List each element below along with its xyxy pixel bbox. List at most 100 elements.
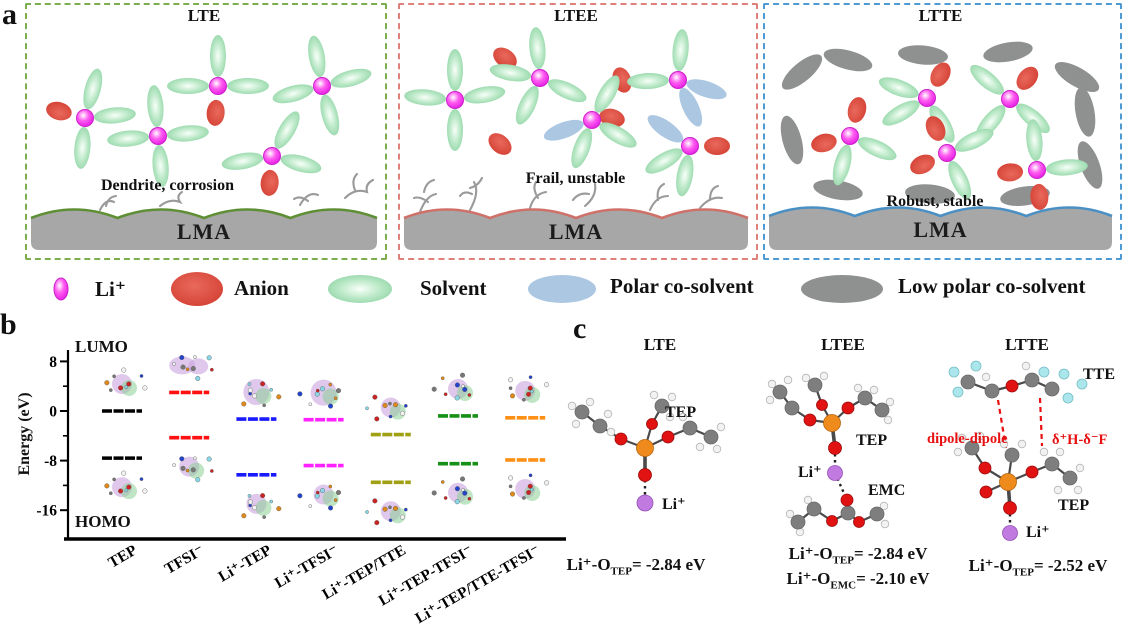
solvent [954, 128, 994, 152]
atom-dot [508, 377, 514, 383]
energy-prefix: Li⁺-O [788, 544, 833, 563]
lte-tep-label: TEP [665, 404, 697, 421]
atom-O [646, 418, 658, 430]
energy-sub: TEP [832, 554, 854, 567]
atom-dot [528, 473, 533, 478]
li-ion [263, 147, 281, 165]
atom-C [857, 390, 873, 406]
solvent [107, 130, 150, 147]
atom-dot [118, 385, 124, 391]
atom-dot [185, 367, 190, 372]
energy-sub: EMC [830, 579, 857, 592]
c-lte-title: LTE [643, 335, 677, 354]
atom-dot [382, 506, 388, 512]
atom-C [574, 404, 590, 420]
atom-H [1017, 439, 1027, 449]
atom-H [1039, 447, 1049, 457]
atom-dot [124, 488, 129, 493]
atom-dot [185, 468, 190, 473]
atom-dot [522, 496, 526, 500]
atom-O [638, 468, 652, 482]
atom-H [975, 431, 985, 441]
atom-H [883, 415, 893, 425]
dendrite [158, 190, 184, 208]
atom-dot [262, 403, 266, 408]
atom-dot [544, 382, 550, 388]
lte-li-label: Li⁺ [662, 496, 686, 513]
ltee-title: LTEE [554, 6, 598, 25]
atom-F [1038, 366, 1050, 378]
atom-dot [526, 391, 532, 397]
lma-substrate [404, 209, 748, 250]
dendrite [698, 184, 724, 210]
atom-dot [297, 391, 303, 397]
li-ion [149, 127, 167, 145]
atom-dot [440, 480, 445, 484]
atom-H [869, 385, 879, 395]
atom-O [803, 413, 817, 427]
y-tick-label: -8 [44, 453, 57, 470]
li-ion [841, 127, 859, 145]
atom-dot [308, 402, 313, 407]
atom-dot [372, 394, 378, 400]
orbital-lobe [255, 388, 272, 405]
atom-H [649, 390, 659, 400]
energy-suffix: = -2.84 eV [853, 544, 928, 563]
atom-C [790, 514, 806, 530]
dendrite [412, 178, 438, 214]
atom-H [1073, 485, 1083, 495]
panel-c-label: c [573, 312, 587, 345]
atom-dot [252, 393, 258, 399]
energy-prefix: Li⁺-O [566, 555, 611, 574]
low-polar-co-solvent [1054, 62, 1100, 92]
atom-dot [467, 496, 472, 501]
atom-dot [241, 401, 247, 407]
atom-H [957, 433, 967, 443]
atom-H [665, 412, 675, 422]
atom-dot [374, 416, 380, 422]
low-polar-co-solvent [1074, 87, 1096, 137]
solvent [93, 107, 136, 124]
solvent [272, 84, 314, 104]
atom-C [984, 383, 1000, 399]
atom-H [571, 419, 581, 429]
atom-dot [528, 375, 533, 379]
lte-box [25, 3, 387, 260]
atom-H [879, 501, 889, 511]
atom-H [695, 442, 705, 452]
atom-H [880, 519, 890, 529]
low-polar-co-solvent [905, 184, 955, 204]
anion [206, 99, 225, 126]
solvent [1026, 119, 1043, 162]
atom-dot [336, 490, 342, 496]
atom-H [1053, 485, 1063, 495]
atom-O [1025, 465, 1039, 479]
atom-Li [1002, 525, 1018, 541]
atom-dot [139, 477, 144, 481]
atom-dot [431, 386, 437, 392]
atom-dot [530, 389, 534, 394]
li-ion [583, 111, 601, 129]
atom-P [636, 439, 654, 457]
solvent [74, 126, 91, 169]
atom-dot [467, 393, 472, 397]
atom-dot [527, 385, 533, 391]
atom-dot [522, 397, 526, 402]
atom-O [841, 401, 855, 415]
atom-dot [179, 355, 185, 361]
solvent [529, 27, 546, 70]
li-ion [1028, 161, 1046, 179]
atom-Li [636, 494, 654, 512]
atom-F [1076, 378, 1088, 390]
li-ion [209, 77, 227, 95]
polar-co-solvent [686, 79, 727, 100]
lumo-annotation: LUMO [75, 337, 128, 356]
atom-H [1021, 361, 1031, 371]
solvent [447, 109, 463, 151]
atom-dot [454, 395, 460, 401]
panel-b-label: b [0, 308, 17, 341]
solvent [571, 128, 593, 169]
solvent [515, 85, 539, 125]
atom-dot [179, 456, 185, 462]
atom-dot [510, 491, 516, 497]
